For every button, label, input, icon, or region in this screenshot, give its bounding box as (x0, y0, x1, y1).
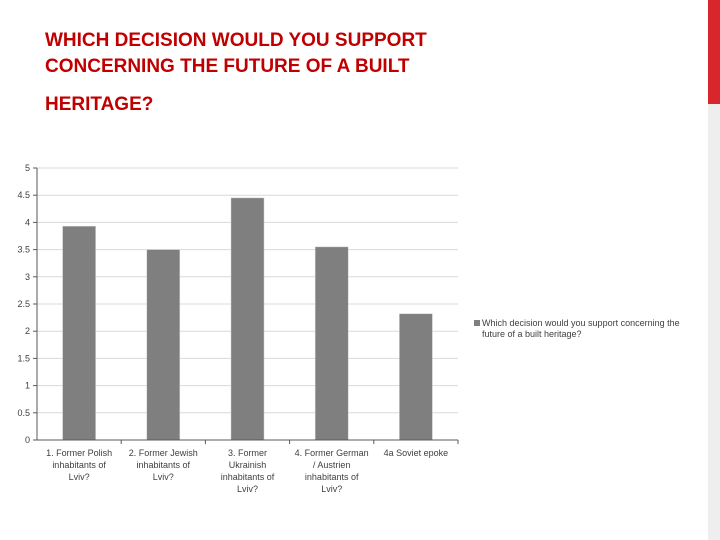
x-tick-label: 1. Former Polish inhabitants of Lviv? (46, 448, 112, 482)
y-tick-label: 2 (25, 326, 30, 336)
y-tick-label: 0 (25, 435, 30, 445)
title-line-1: WHICH DECISION WOULD YOU SUPPORT (45, 30, 427, 51)
x-tick-label: 4a Soviet epoke (384, 448, 449, 458)
x-tick-label: 2. Former Jewish inhabitants of Lviv? (129, 448, 198, 482)
y-tick-label: 4.5 (17, 190, 30, 200)
y-tick-label: 3.5 (17, 245, 30, 255)
accent-bar (708, 0, 720, 104)
legend: Which decision would you support concern… (474, 318, 696, 340)
x-tick-labels: 1. Former Polish inhabitants of Lviv? 2. Fo… (46, 448, 448, 494)
side-strip (708, 104, 720, 540)
title-line-2: CONCERNING THE FUTURE OF A BUILT (45, 56, 410, 77)
y-tick-label: 4 (25, 217, 30, 227)
bar (230, 197, 265, 441)
bar (399, 313, 433, 441)
y-tick-labels: 0 0.5 1 1.5 2 2.5 3 3.5 4 4.5 5 (17, 163, 30, 445)
y-tick-label: 5 (25, 163, 30, 173)
legend-swatch (474, 320, 480, 326)
slide-title: WHICH DECISION WOULD YOU SUPPORT CONCERN… (45, 28, 505, 118)
bars (62, 197, 433, 441)
x-tick-label: 3. Former Ukrainish inhabitants of Lviv? (221, 448, 275, 494)
y-tick-label: 1.5 (17, 353, 30, 363)
bar (62, 225, 96, 441)
y-tick-label: 0.5 (17, 408, 30, 418)
y-tick-label: 3 (25, 272, 30, 282)
bar (314, 246, 349, 441)
legend-label: Which decision would you support concern… (482, 318, 680, 339)
y-tick-label: 2.5 (17, 299, 30, 309)
y-tick-label: 1 (25, 381, 30, 391)
title-line-3: HERITAGE? (45, 94, 154, 115)
axes (33, 167, 459, 444)
bar (146, 249, 181, 441)
x-tick-label: 4. Former German / Austrien inhabitants of… (295, 448, 369, 494)
